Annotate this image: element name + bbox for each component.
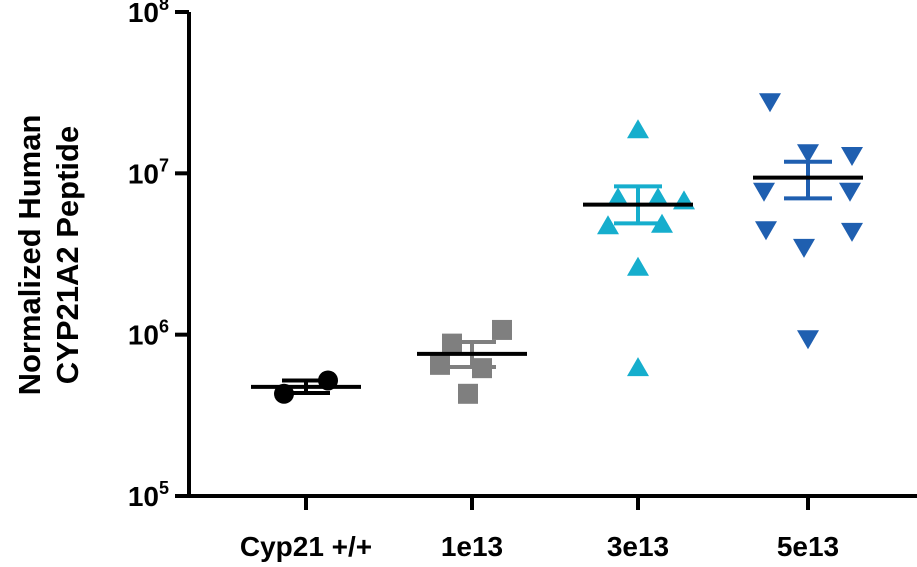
x-tick-label: Cyp21 +/+ xyxy=(240,531,372,562)
data-point xyxy=(458,383,478,404)
y-ticks: 105 106 107 108 xyxy=(128,0,189,512)
y-tick-label: 106 xyxy=(128,317,169,351)
x-tick-label: 5e13 xyxy=(777,531,839,562)
data-point xyxy=(841,222,863,242)
group-1 xyxy=(417,319,527,404)
x-tick-label: 3e13 xyxy=(607,531,669,562)
data-point xyxy=(607,187,629,207)
data-point xyxy=(755,221,777,241)
data-point xyxy=(430,354,450,375)
y-axis-label-line-2: CYP21A2 Peptide xyxy=(50,126,85,384)
data-point xyxy=(627,119,649,139)
x-tick-label: 1e13 xyxy=(441,531,503,562)
data-point xyxy=(793,238,815,258)
data-point xyxy=(492,319,512,340)
data-point xyxy=(627,256,649,276)
y-tick-label: 107 xyxy=(128,155,169,189)
data-point xyxy=(759,93,781,113)
data-point xyxy=(597,215,619,235)
x-ticks: Cyp21 +/+ 1e13 3e13 5e13 xyxy=(240,496,839,562)
data-point xyxy=(647,187,669,207)
y-axis-label-line-1: Normalized Human xyxy=(12,115,47,396)
axes xyxy=(187,12,917,498)
group-2 xyxy=(583,119,695,377)
data-point xyxy=(841,146,863,166)
y-tick-label: 105 xyxy=(128,478,169,512)
group-3 xyxy=(753,93,863,350)
data-point xyxy=(627,357,649,377)
y-tick-label: 108 xyxy=(128,0,169,28)
data-point xyxy=(797,144,819,164)
data-point xyxy=(797,330,819,350)
data-groups xyxy=(251,93,863,404)
data-point xyxy=(839,182,861,202)
group-0 xyxy=(251,370,361,404)
data-point xyxy=(753,182,775,202)
y-axis-label: Normalized Human CYP21A2 Peptide xyxy=(12,115,85,396)
